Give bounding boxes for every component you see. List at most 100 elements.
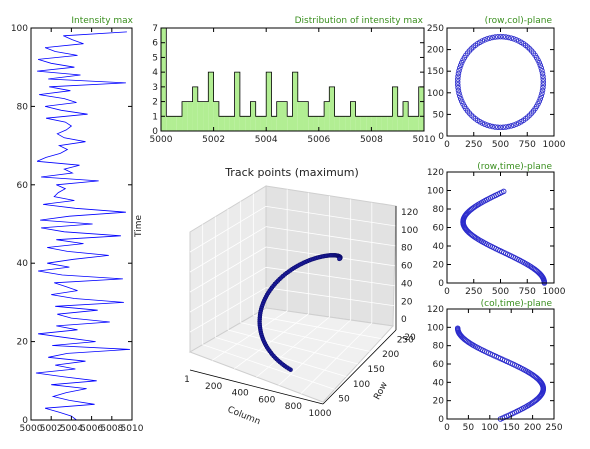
row-axis-line [322, 329, 397, 405]
histogram-bar [192, 86, 198, 131]
intensity-xtick-label: 5006 [80, 424, 103, 434]
intensity-ytick-label: 80 [17, 102, 29, 112]
row-col-point [487, 35, 493, 41]
row-col-point [456, 90, 462, 97]
histogram-ytick-label: 5 [152, 53, 158, 63]
column-tick-label: 800 [285, 402, 302, 412]
row-col-point [540, 73, 546, 80]
row-col-point [489, 34, 496, 41]
row-col-point [455, 82, 461, 88]
col-time-ytick-label: 60 [433, 360, 445, 370]
row-col-point [455, 73, 461, 80]
histogram-bar [176, 116, 183, 131]
histogram-panel-title: Distribution of intensity max [295, 16, 424, 26]
col-time-ytick-label: 120 [427, 305, 444, 315]
histogram-bar [250, 101, 256, 131]
col-time-panel-title: (col,time)-plane [481, 299, 553, 309]
row-col-point [500, 33, 506, 40]
col-time-xtick-label: 250 [545, 423, 562, 433]
row-col-point [492, 124, 498, 130]
histogram-bar [224, 116, 230, 131]
row-time-panel-title: (row,time)-plane [477, 162, 552, 172]
row-col-point [508, 35, 514, 41]
intensity-xtick-label: 5010 [121, 424, 144, 434]
intensity-ytick-label: 60 [17, 181, 29, 191]
histogram-bar [239, 116, 246, 131]
intensity-ytick-label: 40 [17, 259, 29, 269]
row-col-point [495, 33, 501, 40]
histogram-bar [392, 86, 398, 131]
histogram-bar [381, 116, 388, 131]
histogram-bar [324, 101, 330, 131]
row-col-point [497, 33, 504, 40]
histogram-bar [334, 116, 340, 131]
histogram-bar [376, 116, 382, 131]
histogram-bar [245, 116, 251, 131]
row-col-point [454, 79, 461, 85]
col-time-ytick-label: 0 [438, 415, 444, 425]
intensity-line [35, 31, 131, 421]
row-time-xtick-label: 500 [492, 287, 509, 297]
intensity-panel-title: Intensity max [71, 16, 133, 26]
col-time-plane-panel: (col,time)-plane 0 50 100 150 200 250 0 20 40 60 8… [427, 299, 563, 433]
histogram-bar [313, 116, 319, 131]
histogram-bar [297, 101, 304, 131]
histogram-bar [397, 116, 403, 131]
row-time-point [500, 188, 507, 195]
row-col-point [456, 67, 462, 74]
row-tick-label: 200 [382, 350, 399, 360]
row-tick-label: 150 [368, 365, 385, 375]
row-axis-label: Row [372, 380, 390, 401]
histogram-bar [213, 101, 219, 131]
histogram-bar [171, 116, 177, 131]
row-col-point [484, 36, 491, 42]
column-tick-label: 1000 [309, 409, 332, 419]
row-col-point [510, 36, 517, 42]
row-time-plane-panel: (row,time)-plane 0 250 500 750 1000 0 20 40 60 80… [427, 162, 566, 297]
row-col-ytick-label: 150 [427, 67, 444, 77]
row-col-point [505, 123, 512, 130]
row-col-point [513, 37, 520, 43]
histogram-outline [160, 27, 425, 131]
histogram-xtick-label: 5004 [255, 135, 278, 145]
histogram-bar [413, 116, 419, 131]
histogram-bar [229, 116, 235, 131]
intensity-xtick-label: 5004 [60, 424, 83, 434]
histogram-bar [339, 116, 346, 131]
row-col-point [457, 93, 463, 99]
histogram-bar [418, 86, 424, 131]
track-points-3d-panel: Track points (maximum) Column Row 120040… [184, 166, 418, 427]
row-tick-label: 100 [353, 380, 370, 390]
column-tick-label: 1 [184, 375, 190, 385]
histogram-xtick-label: 5008 [360, 135, 383, 145]
histogram-ytick-label: 7 [152, 24, 158, 34]
histogram-bar [281, 101, 288, 131]
col-time-ytick-label: 20 [433, 397, 445, 407]
histogram-ytick-label: 1 [152, 112, 158, 122]
histogram-bar [345, 116, 351, 131]
histogram-bar [402, 101, 409, 131]
track-3d-title: Track points (maximum) [224, 166, 359, 179]
row-time-xtick-label: 750 [519, 287, 536, 297]
histogram-bar [360, 116, 367, 131]
histogram-bar [203, 101, 209, 131]
column-axis-line [189, 369, 324, 405]
intensity-axes-frame [30, 27, 133, 421]
row-col-point [536, 59, 542, 66]
row-col-point [540, 82, 546, 88]
row-col-axes-frame [446, 27, 555, 137]
row-col-point [492, 34, 498, 40]
row-time-ytick-label: 20 [433, 261, 445, 271]
histogram-bar [266, 72, 272, 131]
row-col-point [537, 62, 544, 69]
histogram-bar [287, 116, 293, 131]
row-time-ytick-label: 60 [433, 224, 445, 234]
histogram-bar [355, 116, 361, 131]
row-col-point [540, 79, 547, 85]
row-col-point [455, 76, 461, 82]
z-tick-label: 60 [401, 262, 413, 272]
intensity-xtick-label: 5000 [20, 424, 43, 434]
col-time-ytick-label: 80 [433, 342, 445, 352]
histogram-bar [197, 101, 204, 131]
